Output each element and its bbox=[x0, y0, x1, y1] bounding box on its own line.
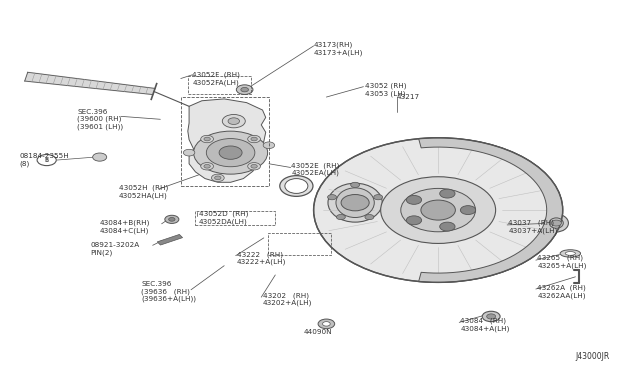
Circle shape bbox=[165, 215, 179, 224]
Circle shape bbox=[219, 146, 242, 159]
Circle shape bbox=[241, 87, 248, 92]
Circle shape bbox=[323, 322, 330, 326]
Text: 43052 (RH)
43053 (LH): 43052 (RH) 43053 (LH) bbox=[365, 83, 406, 97]
Ellipse shape bbox=[285, 179, 308, 193]
Circle shape bbox=[263, 142, 275, 148]
Polygon shape bbox=[419, 138, 563, 282]
Ellipse shape bbox=[328, 183, 382, 222]
Text: B: B bbox=[45, 158, 49, 163]
Circle shape bbox=[236, 85, 253, 94]
Text: 43052H  (RH)
43052HA(LH): 43052H (RH) 43052HA(LH) bbox=[119, 185, 168, 199]
Circle shape bbox=[421, 200, 456, 220]
Polygon shape bbox=[188, 99, 266, 182]
Text: 44090N: 44090N bbox=[304, 329, 333, 336]
Text: 43084   (RH)
43084+A(LH): 43084 (RH) 43084+A(LH) bbox=[461, 318, 510, 332]
Polygon shape bbox=[25, 72, 155, 94]
Text: 43052D  (RH)
43052DA(LH): 43052D (RH) 43052DA(LH) bbox=[198, 211, 248, 224]
Circle shape bbox=[201, 135, 214, 143]
Text: 43173(RH)
43173+A(LH): 43173(RH) 43173+A(LH) bbox=[314, 42, 363, 56]
Circle shape bbox=[222, 115, 245, 128]
Circle shape bbox=[206, 138, 255, 167]
Circle shape bbox=[551, 220, 561, 226]
Circle shape bbox=[228, 118, 239, 125]
Circle shape bbox=[201, 163, 214, 170]
Circle shape bbox=[318, 319, 335, 329]
Circle shape bbox=[214, 176, 221, 180]
Text: 43265   (RH)
43265+A(LH): 43265 (RH) 43265+A(LH) bbox=[537, 255, 586, 269]
Text: J43000JR: J43000JR bbox=[575, 352, 610, 361]
Text: 43037   (RH)
43037+A(LH): 43037 (RH) 43037+A(LH) bbox=[508, 220, 558, 234]
Circle shape bbox=[351, 182, 360, 187]
Circle shape bbox=[374, 195, 383, 200]
Text: 43084+B(RH)
43084+C(LH): 43084+B(RH) 43084+C(LH) bbox=[100, 220, 150, 234]
Ellipse shape bbox=[336, 188, 374, 218]
Circle shape bbox=[337, 215, 346, 219]
Circle shape bbox=[211, 174, 224, 182]
Ellipse shape bbox=[565, 251, 575, 255]
Polygon shape bbox=[157, 234, 182, 245]
Circle shape bbox=[204, 137, 211, 141]
Circle shape bbox=[314, 138, 563, 282]
Circle shape bbox=[248, 135, 260, 143]
Circle shape bbox=[251, 164, 257, 168]
Circle shape bbox=[183, 149, 195, 156]
Text: 43222   (RH)
43222+A(LH): 43222 (RH) 43222+A(LH) bbox=[237, 251, 286, 265]
Text: 43262A  (RH)
43262AA(LH): 43262A (RH) 43262AA(LH) bbox=[537, 285, 586, 299]
Circle shape bbox=[482, 311, 500, 322]
Text: SEC.396
(39600 (RH)
(39601 (LH)): SEC.396 (39600 (RH) (39601 (LH)) bbox=[77, 109, 124, 130]
Circle shape bbox=[37, 154, 56, 166]
Circle shape bbox=[406, 195, 422, 204]
Circle shape bbox=[169, 218, 175, 221]
Circle shape bbox=[381, 177, 495, 243]
Text: 43217: 43217 bbox=[397, 94, 420, 100]
Text: 08921-3202A
PIN(2): 08921-3202A PIN(2) bbox=[90, 242, 140, 256]
Ellipse shape bbox=[549, 218, 563, 228]
Circle shape bbox=[486, 314, 495, 319]
Circle shape bbox=[460, 206, 476, 215]
Text: 43052F  (RH)
43052FA(LH): 43052F (RH) 43052FA(LH) bbox=[192, 71, 240, 86]
Circle shape bbox=[440, 189, 455, 198]
Circle shape bbox=[341, 195, 369, 211]
Circle shape bbox=[440, 222, 455, 231]
Text: 43052E  (RH)
43052EA(LH): 43052E (RH) 43052EA(LH) bbox=[291, 162, 340, 176]
Circle shape bbox=[193, 131, 268, 174]
Circle shape bbox=[328, 195, 337, 200]
Text: SEC.396
(39636   (RH)
(39636+A(LH)): SEC.396 (39636 (RH) (39636+A(LH)) bbox=[141, 281, 196, 302]
Circle shape bbox=[401, 188, 476, 232]
Ellipse shape bbox=[560, 250, 580, 257]
Text: 08184-2355H
(8): 08184-2355H (8) bbox=[20, 153, 70, 167]
Ellipse shape bbox=[544, 214, 568, 232]
Circle shape bbox=[406, 216, 422, 225]
Text: 43202   (RH)
43202+A(LH): 43202 (RH) 43202+A(LH) bbox=[262, 292, 312, 306]
Circle shape bbox=[248, 163, 260, 170]
Circle shape bbox=[204, 164, 211, 168]
Circle shape bbox=[93, 153, 107, 161]
Ellipse shape bbox=[280, 176, 313, 196]
Circle shape bbox=[251, 137, 257, 141]
Circle shape bbox=[365, 215, 374, 219]
